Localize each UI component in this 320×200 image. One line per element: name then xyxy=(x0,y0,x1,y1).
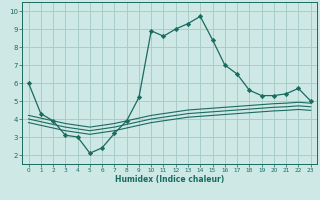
X-axis label: Humidex (Indice chaleur): Humidex (Indice chaleur) xyxy=(115,175,224,184)
